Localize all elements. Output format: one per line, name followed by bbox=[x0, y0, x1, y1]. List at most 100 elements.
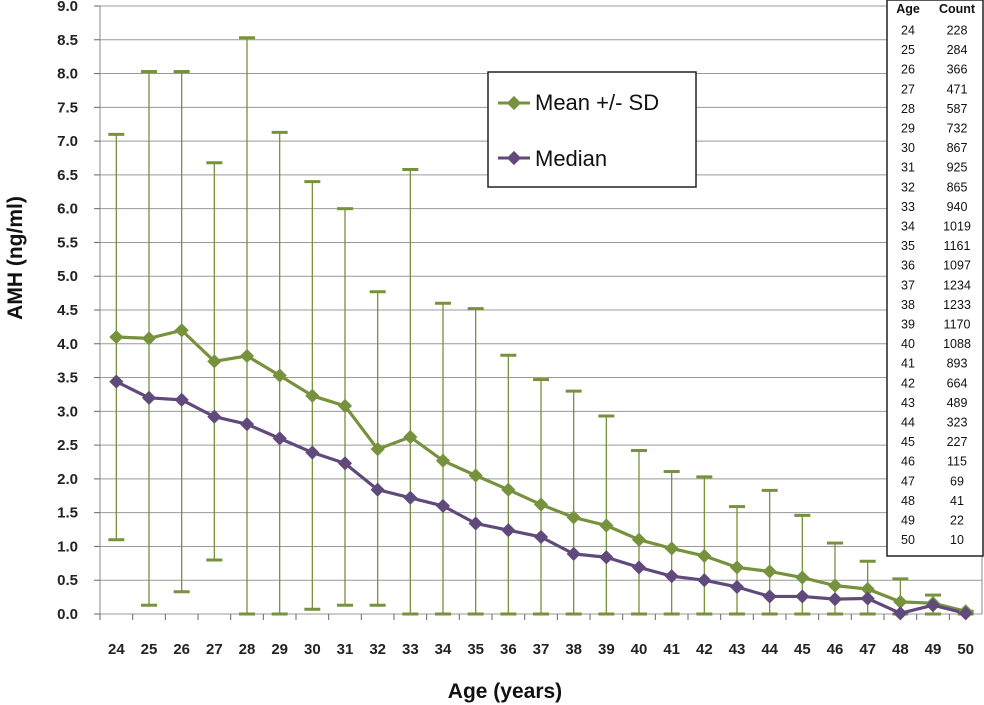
median-point bbox=[468, 516, 483, 531]
mean-point bbox=[795, 570, 810, 585]
mean-point bbox=[533, 497, 549, 512]
mean-point bbox=[566, 510, 581, 525]
count-table-count: 1233 bbox=[943, 298, 971, 312]
count-table-age: 35 bbox=[901, 239, 915, 253]
x-tick-label: 25 bbox=[141, 641, 158, 658]
count-table-age: 34 bbox=[901, 220, 915, 234]
mean-point bbox=[827, 578, 843, 593]
x-tick-label: 42 bbox=[696, 641, 713, 658]
mean-point bbox=[370, 442, 385, 457]
count-table-age: 47 bbox=[901, 474, 915, 488]
count-table-count: 865 bbox=[947, 180, 968, 194]
count-table-age: 33 bbox=[901, 200, 915, 214]
y-tick-label: 0.5 bbox=[57, 572, 78, 589]
median-point bbox=[403, 490, 418, 505]
mean-point bbox=[599, 518, 614, 533]
count-table-age: 38 bbox=[901, 298, 915, 312]
mean-point bbox=[272, 368, 287, 383]
median-point bbox=[893, 606, 908, 621]
median-point bbox=[599, 550, 614, 565]
median-point bbox=[566, 546, 581, 561]
count-table-count: 587 bbox=[947, 102, 968, 116]
x-tick-label: 44 bbox=[761, 641, 778, 658]
mean-point bbox=[468, 468, 483, 483]
x-tick-label: 34 bbox=[435, 641, 452, 658]
y-tick-label: 3.5 bbox=[57, 370, 78, 387]
median-point bbox=[664, 569, 679, 584]
median-point bbox=[370, 482, 385, 497]
median-point bbox=[795, 589, 810, 604]
count-table-age: 29 bbox=[901, 122, 915, 136]
count-table-count: 732 bbox=[947, 122, 968, 136]
mean-point bbox=[305, 388, 320, 403]
y-tick-label: 8.5 bbox=[57, 32, 78, 49]
count-table-age: 32 bbox=[901, 180, 915, 194]
x-tick-label: 26 bbox=[173, 641, 190, 658]
count-table-box bbox=[886, 0, 984, 557]
count-table-count: 1097 bbox=[943, 259, 971, 273]
count-table-count: 664 bbox=[947, 376, 968, 390]
legend-marker-median bbox=[506, 150, 522, 166]
y-tick-label: 9.0 bbox=[57, 0, 78, 15]
median-point bbox=[337, 456, 353, 471]
count-table-age: 49 bbox=[901, 514, 915, 528]
legend-marker-mean bbox=[506, 95, 522, 111]
count-table-header-age: Age bbox=[896, 2, 920, 16]
count-table-age: 37 bbox=[901, 278, 915, 292]
x-tick-label: 49 bbox=[925, 641, 942, 658]
y-tick-label: 1.0 bbox=[57, 538, 78, 555]
count-table-count: 489 bbox=[947, 396, 968, 410]
median-point bbox=[501, 523, 516, 538]
y-axis-title: AMH (ng/ml) bbox=[4, 196, 27, 320]
count-table-age: 43 bbox=[901, 396, 915, 410]
mean-point bbox=[435, 453, 451, 468]
legend-label-median: Median bbox=[535, 146, 607, 171]
count-table-count: 1088 bbox=[943, 337, 971, 351]
count-table-age: 46 bbox=[901, 455, 915, 469]
count-table: Age Count 24 228 25 284 26 366 27 471 28 587 29 732… bbox=[886, 0, 984, 557]
count-table-age: 31 bbox=[901, 161, 915, 175]
mean-point bbox=[337, 398, 353, 413]
median-point bbox=[925, 598, 941, 613]
count-table-age: 28 bbox=[901, 102, 915, 116]
mean-point bbox=[141, 331, 157, 346]
x-axis-title: Age (years) bbox=[448, 680, 562, 703]
mean-point bbox=[729, 560, 745, 575]
count-table-count: 228 bbox=[947, 24, 968, 38]
count-table-age: 36 bbox=[901, 259, 915, 273]
x-axis: 24 25 26 27 28 29 30 31 32 33 34 35 36 37 38 39 40 41 42 43… bbox=[99, 614, 974, 658]
mean-point bbox=[239, 348, 255, 364]
count-table-age: 41 bbox=[901, 357, 915, 371]
x-tick-label: 28 bbox=[239, 641, 256, 658]
x-tick-label: 36 bbox=[500, 641, 517, 658]
count-table-count: 867 bbox=[947, 141, 968, 155]
x-tick-label: 46 bbox=[827, 641, 844, 658]
count-table-count: 1019 bbox=[943, 220, 971, 234]
mean-point bbox=[860, 581, 875, 597]
count-table-age: 25 bbox=[901, 43, 915, 57]
count-table-age: 44 bbox=[901, 416, 915, 430]
x-tick-label: 32 bbox=[369, 641, 386, 658]
mean-point bbox=[631, 532, 647, 547]
count-table-age: 48 bbox=[901, 494, 915, 508]
x-tick-label: 24 bbox=[108, 641, 125, 658]
y-tick-label: 7.5 bbox=[57, 99, 78, 116]
x-tick-label: 40 bbox=[631, 641, 648, 658]
x-tick-label: 39 bbox=[598, 641, 615, 658]
count-table-count: 22 bbox=[950, 514, 964, 528]
median-point bbox=[272, 431, 287, 446]
count-table-count: 41 bbox=[950, 494, 964, 508]
count-table-count: 69 bbox=[950, 474, 964, 488]
mean-point bbox=[893, 594, 908, 609]
median-point bbox=[141, 390, 157, 405]
series-markers bbox=[109, 323, 973, 621]
y-tick-label: 3.0 bbox=[57, 403, 78, 420]
mean-point bbox=[174, 323, 189, 338]
median-point bbox=[958, 606, 973, 621]
y-axis: 0.0 0.5 1.0 1.5 2.0 2.5 3.0 3.5 4.0 4.5 5.0 5.5 6.0 6… bbox=[57, 0, 100, 623]
x-tick-label: 35 bbox=[467, 641, 484, 658]
mean-point bbox=[762, 564, 777, 579]
mean-point bbox=[207, 354, 222, 369]
count-table-age: 26 bbox=[901, 63, 915, 77]
count-table-age: 50 bbox=[901, 533, 915, 547]
